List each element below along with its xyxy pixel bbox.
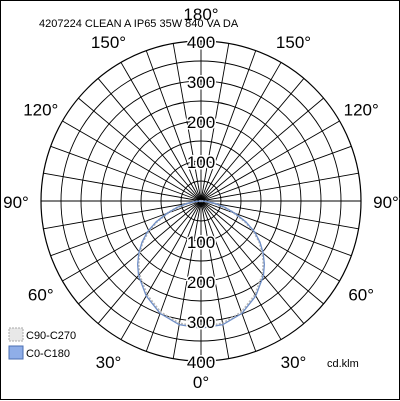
grid-spoke-310 bbox=[78, 97, 202, 202]
grid-spoke-340 bbox=[145, 50, 202, 202]
grid-spoke-10 bbox=[200, 43, 230, 202]
radial-tick-label-400-bottom: 400 bbox=[187, 353, 215, 372]
grid-spoke-110 bbox=[200, 200, 352, 257]
unit-label: cd.klm bbox=[327, 358, 359, 370]
angle-label-90-left: 90° bbox=[3, 193, 29, 212]
grid-spoke-210 bbox=[120, 200, 202, 340]
grid-spoke-240 bbox=[62, 200, 202, 282]
angle-label-30-right: 30° bbox=[281, 353, 307, 372]
angle-label-30-left: 30° bbox=[96, 353, 122, 372]
grid-spoke-170 bbox=[200, 200, 230, 359]
angle-label-0: 0° bbox=[193, 373, 209, 392]
intensity-curves bbox=[136, 199, 266, 329]
chart-title: 4207224 CLEAN A IP65 35W 840 VA DA bbox=[39, 18, 239, 30]
grid-spoke-300 bbox=[62, 120, 202, 202]
radial-tick-label-300-top: 300 bbox=[187, 73, 215, 92]
grid-spoke-160 bbox=[200, 200, 257, 352]
angle-label-60-right: 60° bbox=[348, 286, 374, 305]
radial-tick-label-100-top: 100 bbox=[187, 153, 215, 172]
angle-label-180: 180° bbox=[183, 5, 218, 24]
angle-label-120-left: 120° bbox=[23, 101, 58, 120]
grid-spoke-150 bbox=[200, 200, 282, 340]
radial-tick-label-100-bottom: 100 bbox=[187, 233, 215, 252]
grid-spoke-140 bbox=[200, 200, 305, 324]
legend-swatch-c0-c180 bbox=[8, 345, 24, 360]
grid-spoke-190 bbox=[172, 200, 202, 359]
grid-spoke-280 bbox=[43, 172, 202, 202]
angle-label-120-right: 120° bbox=[344, 101, 379, 120]
grid-spoke-70 bbox=[200, 145, 352, 202]
grid-spoke-220 bbox=[97, 200, 202, 324]
grid-spoke-260 bbox=[43, 200, 202, 230]
legend-label-c0-c180: C0-C180 bbox=[26, 348, 70, 360]
grid-spoke-20 bbox=[200, 50, 257, 202]
radial-tick-label-300-bottom: 300 bbox=[187, 313, 215, 332]
grid-spoke-40 bbox=[200, 78, 305, 202]
grid-spoke-290 bbox=[50, 145, 202, 202]
legend-swatch-c90-c270 bbox=[8, 327, 24, 342]
grid-spoke-200 bbox=[145, 200, 202, 352]
grid-spoke-350 bbox=[172, 43, 202, 202]
curve-c0-c180 bbox=[136, 200, 266, 329]
grid-spoke-50 bbox=[200, 97, 324, 202]
legend: C90-C270 C0-C180 bbox=[8, 327, 76, 360]
grid-spoke-30 bbox=[200, 62, 282, 202]
radial-tick-label-400-top: 400 bbox=[187, 33, 215, 52]
radial-tick-label-200-top: 200 bbox=[187, 113, 215, 132]
grid-spoke-100 bbox=[200, 200, 359, 230]
legend-label-c90-c270: C90-C270 bbox=[26, 330, 76, 342]
chart-labels: 100 100 200 200 300 300 400 400 180° 150° 150° 120°… bbox=[2, 4, 400, 394]
polar-grid bbox=[40, 40, 362, 362]
grid-spoke-60 bbox=[200, 120, 340, 202]
radial-tick-label-200-bottom: 200 bbox=[187, 273, 215, 292]
angle-label-150-left: 150° bbox=[91, 33, 126, 52]
grid-spoke-320 bbox=[97, 78, 202, 202]
grid-spoke-120 bbox=[200, 200, 340, 282]
angle-label-150-right: 150° bbox=[276, 33, 311, 52]
grid-spoke-80 bbox=[200, 172, 359, 202]
grid-spoke-330 bbox=[120, 62, 202, 202]
angle-label-90-right: 90° bbox=[373, 193, 399, 212]
angle-label-60-left: 60° bbox=[28, 286, 54, 305]
grid-spoke-250 bbox=[50, 200, 202, 257]
